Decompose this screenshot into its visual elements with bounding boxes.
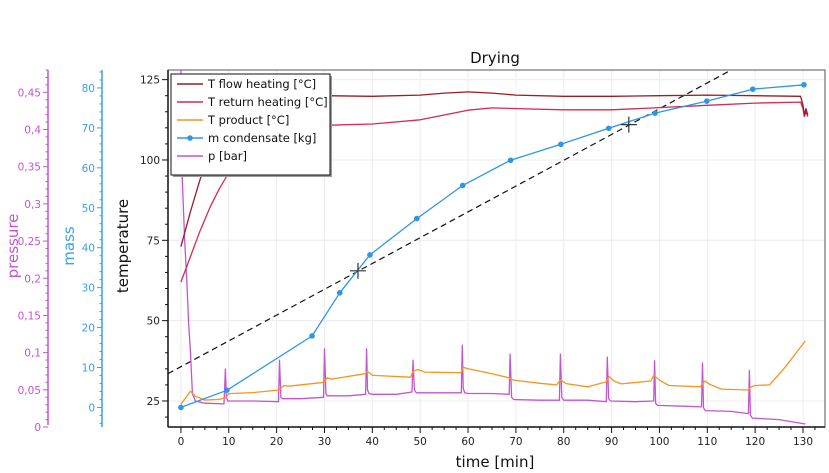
legend-item: T product [°C] — [177, 113, 289, 127]
mass-tick-label: 50 — [82, 203, 95, 215]
pressure-tick-label: 0,45 — [18, 87, 41, 99]
data-point — [558, 141, 564, 148]
x-tick-label: 120 — [745, 436, 765, 448]
chart-title: Drying — [470, 49, 520, 67]
pressure-tick-label: 0,4 — [24, 125, 41, 137]
x-tick-label: 90 — [605, 436, 618, 448]
legend-item: p [bar] — [177, 149, 247, 163]
temperature-tick-label: 125 — [140, 75, 160, 87]
data-point — [309, 333, 315, 339]
data-point — [336, 290, 343, 296]
data-point — [507, 157, 514, 164]
data-point — [414, 215, 420, 222]
x-tick-label: 100 — [649, 436, 669, 448]
pressure-tick-label: 0,2 — [24, 273, 41, 285]
legend: T flow heating [°C] T return heating [°C]… — [170, 73, 332, 177]
pressure-tick-label: 0 — [34, 422, 41, 434]
data-point — [652, 110, 658, 116]
axes: 0 10 20 30 40 50 60 70 80 90 100 110 120 130255075100… — [4, 69, 816, 448]
x-tick-label: 40 — [366, 436, 379, 448]
plot-frame — [167, 69, 826, 428]
legend-label: T flow heating [°C] — [207, 77, 316, 91]
mass-tick-label: 60 — [82, 163, 95, 175]
x-tick-label: 80 — [557, 436, 570, 448]
mass-tick-label: 20 — [82, 323, 95, 335]
x-tick-label: 50 — [413, 436, 426, 448]
x-tick-label: 20 — [270, 436, 283, 448]
legend-item: m condensate [kg] — [177, 131, 316, 145]
series-line-3 — [180, 84, 804, 409]
data-point — [367, 252, 373, 258]
pressure-tick-label: 0,3 — [24, 199, 41, 211]
series-line-4 — [180, 70, 806, 425]
legend-item: T flow heating [°C] — [177, 77, 316, 91]
temperature-tick-label: 100 — [140, 155, 160, 167]
pressure-tick-label: 0,1 — [24, 348, 41, 360]
legend-label: m condensate [kg] — [208, 131, 316, 145]
x-tick-label: 0 — [178, 436, 185, 448]
temperature-tick-label: 25 — [147, 396, 160, 408]
series-layer — [168, 70, 809, 425]
pressure-tick-label: 0,35 — [18, 162, 41, 174]
data-point — [605, 125, 612, 132]
mass-tick-label: 0 — [88, 402, 95, 414]
temperature-axis-title: temperature — [114, 199, 132, 293]
legend-label: p [bar] — [208, 149, 247, 163]
x-tick-label: 110 — [697, 436, 717, 448]
temperature-tick-label: 75 — [147, 235, 160, 247]
x-axis-title: time [min] — [456, 453, 535, 471]
pressure-axis-title: pressure — [4, 214, 22, 279]
series-line-2 — [180, 340, 806, 405]
temperature-tick-label: 50 — [147, 316, 160, 328]
legend-item: T return heating [°C] — [177, 95, 328, 109]
cross-marker-2 — [620, 116, 637, 133]
x-tick-label: 60 — [461, 436, 474, 448]
pressure-tick-label: 0,05 — [18, 385, 41, 397]
data-point — [178, 404, 184, 411]
tangent-line — [168, 70, 732, 375]
legend-box — [170, 73, 331, 176]
pressure-tick-label: 0,25 — [18, 236, 41, 248]
mass-tick-label: 80 — [82, 83, 95, 95]
legend-label: T return heating [°C] — [207, 95, 328, 109]
legend-label: T product [°C] — [207, 113, 289, 127]
mass-tick-label: 10 — [82, 363, 95, 375]
data-point — [704, 98, 710, 104]
data-point — [749, 86, 756, 92]
cross-marker-1 — [349, 262, 366, 279]
data-point — [801, 81, 807, 88]
x-tick-label: 30 — [318, 436, 331, 448]
mass-tick-label: 30 — [82, 283, 95, 295]
series-line-1 — [180, 101, 809, 283]
legend-marker — [187, 135, 193, 141]
x-tick-label: 10 — [222, 436, 235, 448]
mass-tick-label: 70 — [82, 123, 95, 135]
x-tick-label: 130 — [793, 436, 813, 448]
x-tick-label: 70 — [509, 436, 522, 448]
data-point — [459, 182, 466, 189]
pressure-tick-label: 0,15 — [18, 310, 41, 322]
mass-tick-label: 40 — [82, 243, 95, 255]
mass-axis-title: mass — [60, 226, 78, 266]
data-point — [224, 387, 230, 394]
